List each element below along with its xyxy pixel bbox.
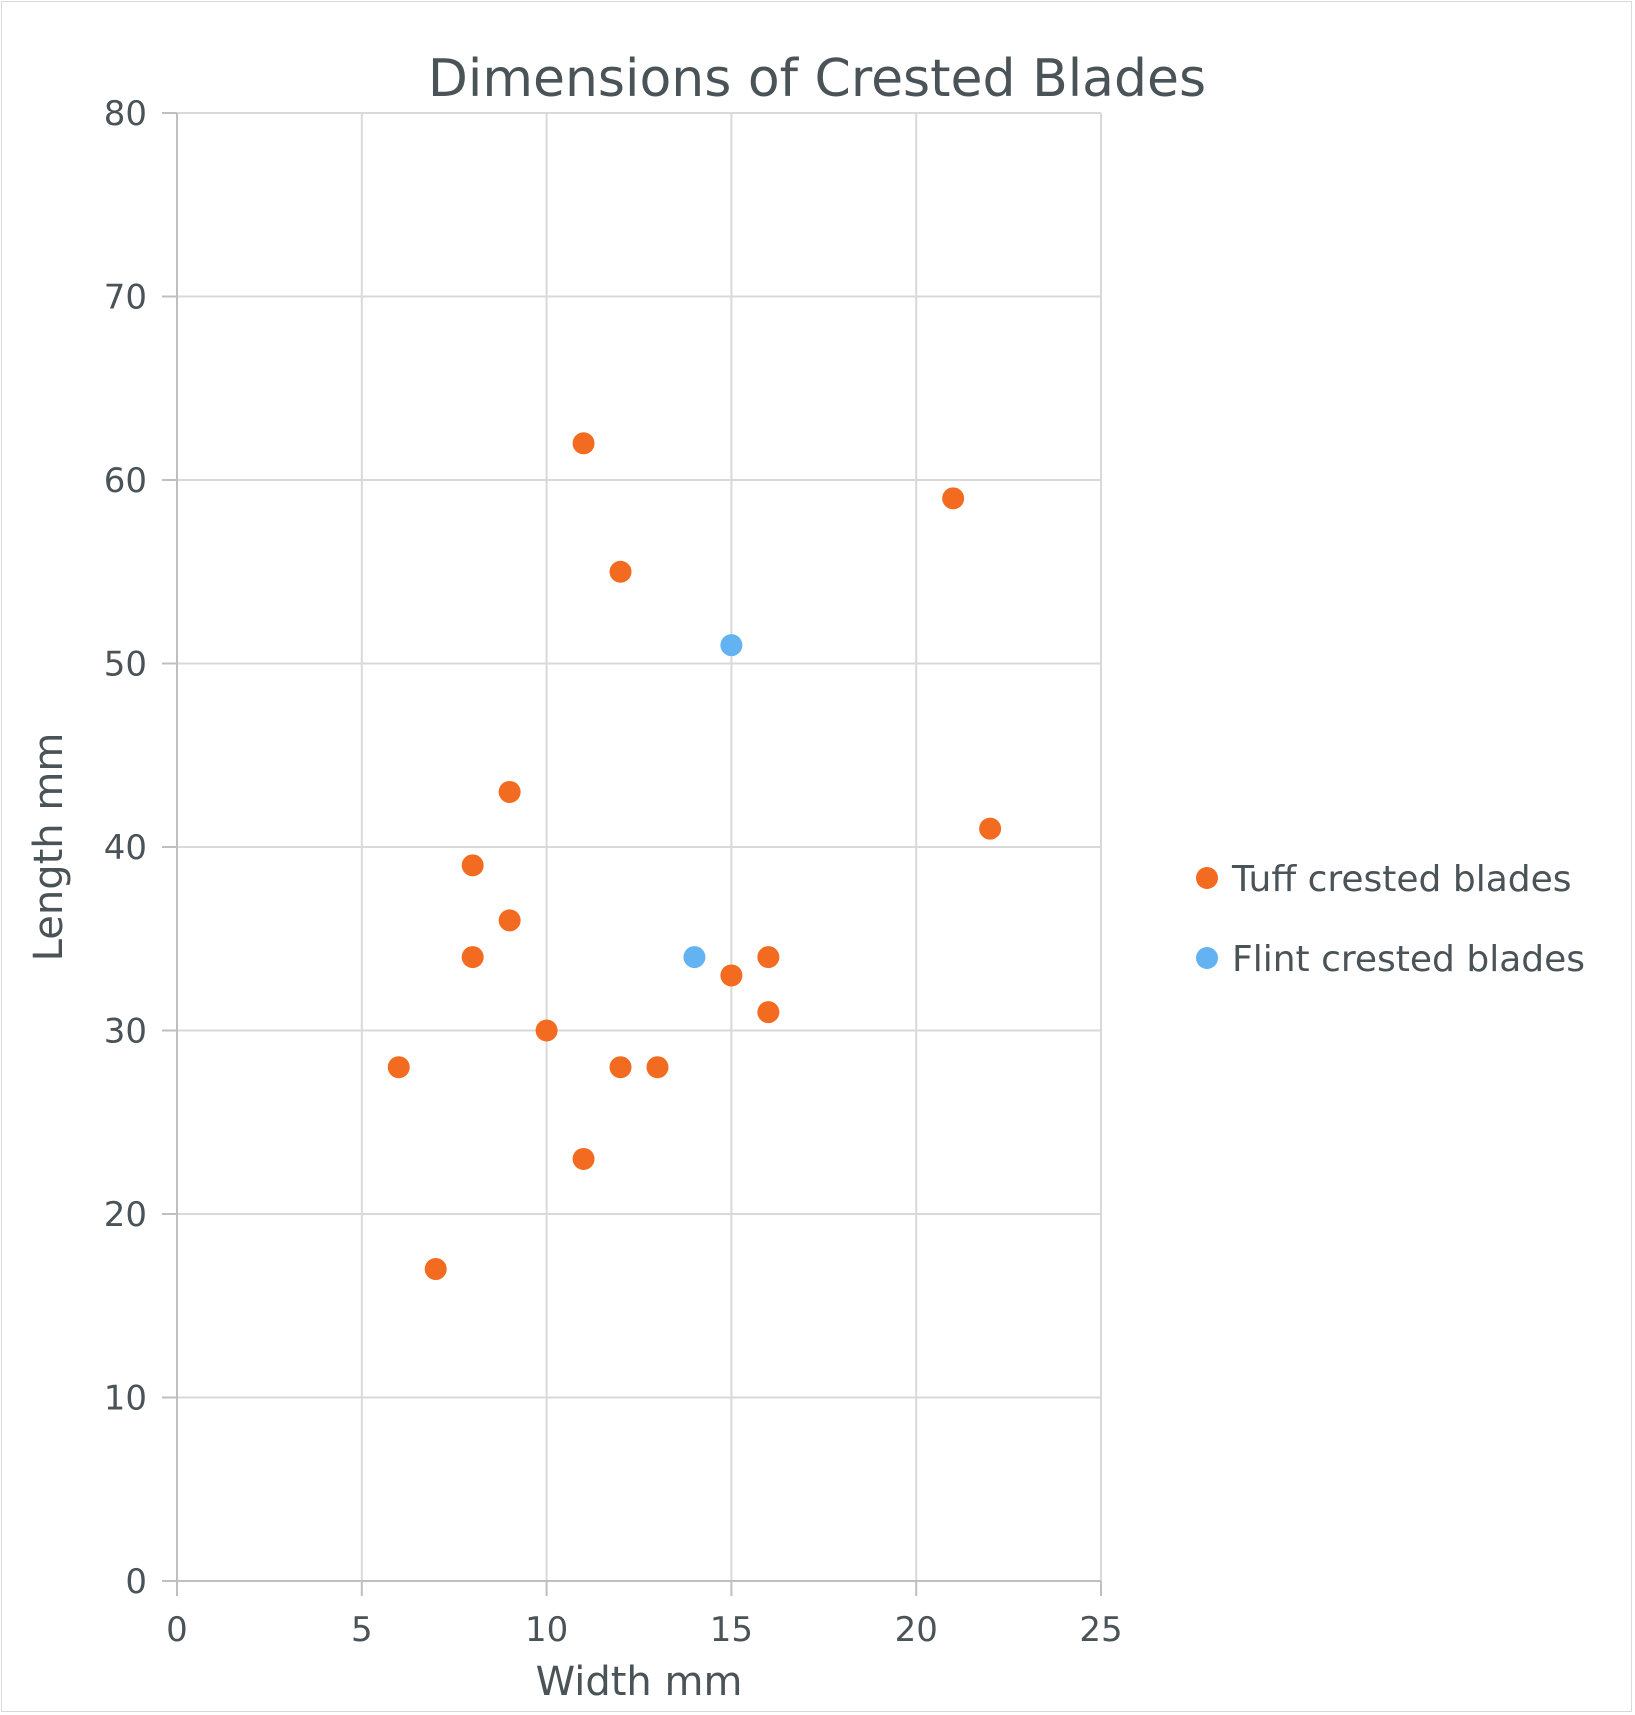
legend-marker [1196,867,1218,889]
y-tick-label: 60 [104,461,147,501]
data-point-tuff [609,560,632,583]
legend: Tuff crested blades Flint crested blades [1196,859,1585,980]
axis-layer [162,112,1102,1596]
legend-label: Flint crested blades [1232,939,1585,980]
data-point-tuff [979,817,1002,840]
legend-label: Tuff crested blades [1231,859,1572,900]
data-point-tuff [942,487,965,510]
data-point-tuff [757,946,780,969]
tick-labels: 0 10 20 30 40 50 60 70 80 0 5 10 15 20 25 [104,94,1123,1650]
data-points [387,432,1002,1281]
data-point-tuff [461,946,484,969]
x-tick-label: 10 [525,1610,568,1650]
data-point-tuff [535,1019,558,1042]
data-point-tuff [498,780,521,803]
y-tick-label: 10 [104,1379,147,1419]
y-tick-label: 40 [104,828,147,868]
y-tick-label: 30 [104,1012,147,1052]
data-point-tuff [461,854,484,877]
x-axis-title: Width mm [536,1659,743,1705]
x-tick-label: 15 [710,1610,753,1650]
y-axis-title: Length mm [26,733,72,962]
x-tick-label: 0 [166,1610,188,1650]
data-point-tuff [424,1258,447,1281]
y-tick-label: 50 [104,645,147,685]
data-point-tuff [757,1001,780,1024]
y-tick-label: 20 [104,1195,147,1235]
legend-marker [1196,947,1218,969]
y-tick-label: 80 [104,94,147,134]
data-point-tuff [572,432,595,455]
data-point-flint [683,946,706,969]
chart-title: Dimensions of Crested Blades [428,49,1206,109]
x-tick-label: 25 [1079,1610,1122,1650]
data-point-tuff [720,964,743,987]
data-point-tuff [646,1056,669,1079]
data-point-tuff [387,1056,410,1079]
x-tick-label: 5 [351,1610,373,1650]
y-tick-label: 0 [125,1562,147,1602]
y-tick-label: 70 [104,278,147,318]
grid-layer [177,112,1102,1581]
data-point-flint [720,634,743,657]
data-point-tuff [498,909,521,932]
data-point-tuff [609,1056,632,1079]
data-point-tuff [572,1147,595,1170]
x-tick-label: 20 [895,1610,938,1650]
